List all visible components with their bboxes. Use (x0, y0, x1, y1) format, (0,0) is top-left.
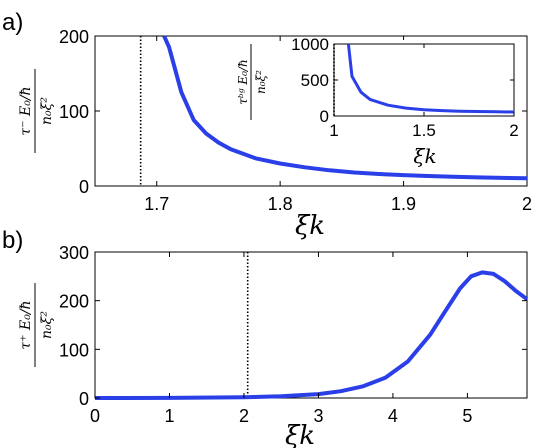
inset-background (330, 40, 514, 120)
panel-b-ytick-label: 200 (59, 292, 89, 312)
inset-ylabel-num: τᵇᵍ E₀/ħ (236, 59, 250, 104)
panel-b-xtick-label: 3 (313, 406, 323, 426)
panel-label-a: a) (2, 9, 23, 36)
panel-b-ylabel-num: τ⁺ E₀/ħ (18, 300, 34, 349)
inset-y-ticks: 0 500 1000 (291, 35, 514, 126)
panel-a-xtick-label: 1.7 (144, 194, 169, 214)
panel-a-ylabel: τ⁻ E₀/ħ n₀ξ² (18, 69, 55, 153)
panel-a-xlabel: ξk (295, 211, 325, 241)
panel-a-curve (162, 35, 528, 181)
inset-x-ticks: 1 1.5 2 (329, 44, 519, 140)
panel-b-ylabel: τ⁺ E₀/ħ n₀ξ² (18, 283, 55, 367)
panel-b-plot: 0 1 2 3 4 5 0 100 200 300 ξk τ⁺ E₀/ħ n₀ξ² (18, 243, 529, 448)
panel-b-xtick-label: 0 (90, 406, 100, 426)
panel-a-ylabel-den: n₀ξ² (39, 97, 55, 125)
panel-b-frame (94, 251, 528, 399)
panel-b-ylabel-den: n₀ξ² (39, 311, 55, 339)
panel-a-y-ticks: 0 100 200 (59, 27, 527, 197)
panel-b-xlabel: ξk (285, 421, 315, 448)
panel-label-b: b) (2, 227, 23, 254)
inset-curve (346, 43, 515, 114)
inset-ylabel: τᵇᵍ E₀/ħ n₀ξ² (236, 44, 268, 120)
panel-b-ytick-label: 0 (79, 389, 89, 409)
panel-a-ytick-label: 0 (79, 177, 89, 197)
inset-xtick-label: 2 (509, 121, 518, 140)
panel-b-ytick-label: 100 (59, 340, 89, 360)
panel-a-ylabel-num: τ⁻ E₀/ħ (18, 86, 34, 135)
panel-b-xtick-label: 2 (239, 406, 249, 426)
panel-b-ytick-label: 300 (59, 243, 89, 263)
panel-a-ytick-label: 100 (59, 102, 89, 122)
inset-xtick-label: 1 (329, 121, 338, 140)
inset-ytick-label: 0 (320, 107, 329, 126)
panel-b-curve (94, 270, 529, 400)
panel-a-xtick-label: 1.8 (268, 194, 293, 214)
inset-ytick-label: 1000 (291, 35, 329, 54)
inset-ytick-label: 500 (301, 71, 329, 90)
inset-xlabel: ξk (413, 144, 436, 168)
panel-b-xtick-label: 5 (462, 406, 472, 426)
inset-xtick-label: 1.5 (412, 121, 436, 140)
panel-b-xtick-label: 1 (164, 406, 174, 426)
panel-a-xtick-label: 1.9 (391, 194, 416, 214)
panel-a-xtick-label: 2 (522, 194, 532, 214)
panel-b-x-ticks: 0 1 2 3 4 5 (90, 252, 472, 426)
panel-a-x-ticks: 1.7 1.8 1.9 2 (144, 36, 532, 214)
panel-a-ytick-label: 200 (59, 27, 89, 47)
panel-b-y-ticks: 0 100 200 300 (59, 243, 527, 409)
inset-ylabel-den: n₀ξ² (254, 70, 268, 94)
panel-b-xtick-label: 4 (388, 406, 398, 426)
